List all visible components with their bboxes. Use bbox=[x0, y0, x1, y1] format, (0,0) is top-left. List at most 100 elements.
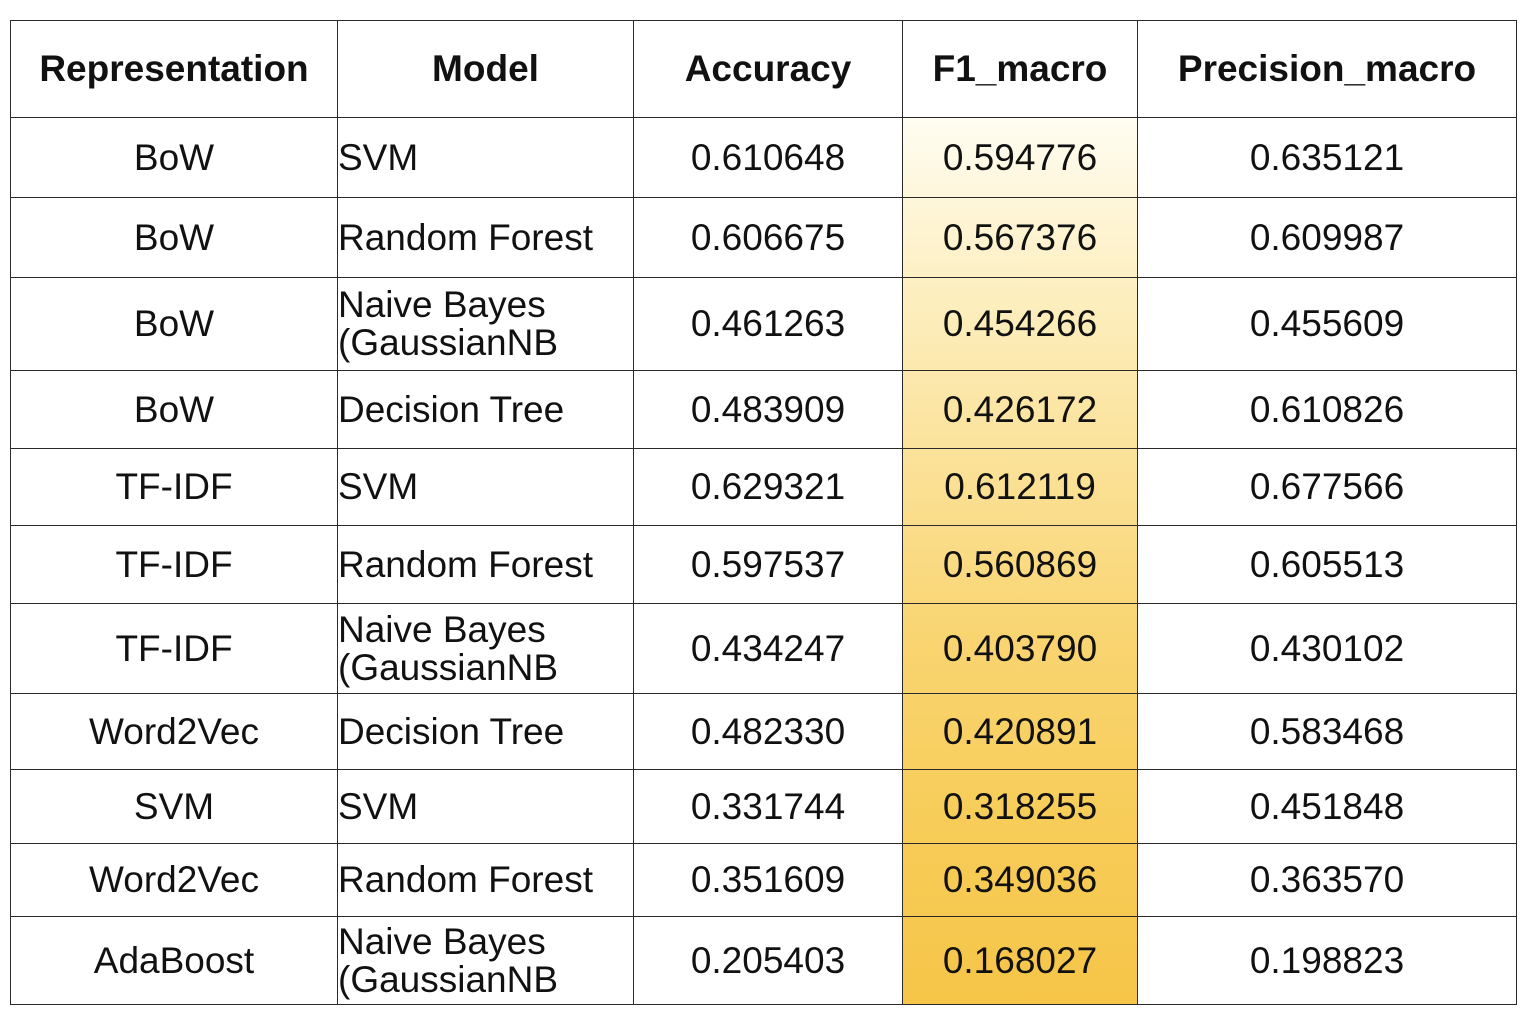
cell-representation-text: Word2Vec bbox=[88, 859, 260, 900]
cell-precision-macro-text: 0.610826 bbox=[1249, 388, 1405, 430]
cell-model: SVM bbox=[337, 448, 634, 526]
cell-representation: SVM bbox=[10, 769, 338, 844]
cell-representation: BoW bbox=[10, 277, 338, 371]
cell-precision-macro-text: 0.605513 bbox=[1249, 543, 1405, 585]
cell-model: Decision Tree bbox=[337, 370, 634, 449]
cell-f1-macro: 0.426172 bbox=[902, 370, 1138, 449]
cell-precision-macro-text: 0.635121 bbox=[1249, 136, 1405, 178]
cell-precision-macro: 0.455609 bbox=[1137, 277, 1517, 371]
cell-model: Naive Bayes (GaussianNB bbox=[337, 277, 634, 371]
cell-precision-macro-text: 0.609987 bbox=[1249, 216, 1405, 258]
cell-model-text: Random Forest bbox=[338, 216, 594, 258]
cell-representation-text: BoW bbox=[133, 216, 215, 258]
cell-model: Decision Tree bbox=[337, 693, 634, 770]
cell-representation-text: SVM bbox=[133, 785, 215, 827]
cell-accuracy-text: 0.610648 bbox=[690, 136, 846, 178]
cell-model: Naive Bayes (GaussianNB bbox=[337, 916, 634, 1005]
cell-model-text: SVM bbox=[338, 136, 419, 178]
cell-model-text: Random Forest bbox=[338, 859, 594, 900]
cell-f1-macro: 0.349036 bbox=[902, 843, 1138, 917]
cell-representation: BoW bbox=[10, 370, 338, 449]
cell-f1-macro-text: 0.318255 bbox=[942, 785, 1098, 827]
table-row: BoW Decision Tree 0.483909 0.426172 0.610826 bbox=[10, 370, 1517, 449]
cell-accuracy: 0.351609 bbox=[633, 843, 903, 917]
cell-f1-macro: 0.403790 bbox=[902, 603, 1138, 694]
cell-model-text: Decision Tree bbox=[338, 388, 565, 430]
cell-precision-macro-text: 0.583468 bbox=[1249, 710, 1405, 752]
cell-precision-macro: 0.605513 bbox=[1137, 525, 1517, 604]
cell-accuracy-text: 0.434247 bbox=[690, 627, 846, 669]
cell-model-text: Naive Bayes (GaussianNB bbox=[338, 284, 559, 363]
cell-f1-macro-text: 0.567376 bbox=[942, 216, 1098, 258]
cell-f1-macro: 0.612119 bbox=[902, 448, 1138, 526]
cell-accuracy: 0.606675 bbox=[633, 197, 903, 278]
cell-accuracy-text: 0.482330 bbox=[690, 710, 846, 752]
header-representation: Representation bbox=[10, 20, 338, 118]
cell-accuracy-text: 0.205403 bbox=[690, 939, 846, 981]
table-row: BoW Random Forest 0.606675 0.567376 0.609987 bbox=[10, 197, 1517, 278]
table-row: SVM SVM 0.331744 0.318255 0.451848 bbox=[10, 769, 1517, 844]
cell-accuracy-text: 0.331744 bbox=[690, 785, 846, 827]
table-row: Word2Vec Decision Tree 0.482330 0.420891 0.5… bbox=[10, 693, 1517, 770]
cell-precision-macro-text: 0.363570 bbox=[1249, 859, 1405, 900]
cell-f1-macro: 0.318255 bbox=[902, 769, 1138, 844]
cell-model-text: Decision Tree bbox=[338, 710, 565, 752]
table-row: TF-IDF SVM 0.629321 0.612119 0.677566 bbox=[10, 448, 1517, 526]
cell-f1-macro: 0.560869 bbox=[902, 525, 1138, 604]
cell-model: Random Forest bbox=[337, 843, 634, 917]
cell-model: SVM bbox=[337, 769, 634, 844]
header-row: Representation Model Accuracy F1_macro P… bbox=[10, 20, 1517, 118]
cell-model-text: Naive Bayes (GaussianNB bbox=[338, 608, 559, 688]
cell-representation: Word2Vec bbox=[10, 843, 338, 917]
cell-precision-macro-text: 0.198823 bbox=[1249, 939, 1405, 981]
cell-precision-macro: 0.363570 bbox=[1137, 843, 1517, 917]
cell-accuracy: 0.483909 bbox=[633, 370, 903, 449]
cell-accuracy: 0.629321 bbox=[633, 448, 903, 526]
cell-representation-text: TF-IDF bbox=[115, 627, 233, 669]
cell-representation-text: BoW bbox=[133, 388, 215, 430]
cell-precision-macro-text: 0.451848 bbox=[1249, 785, 1405, 827]
cell-representation-text: TF-IDF bbox=[115, 466, 233, 507]
cell-representation: TF-IDF bbox=[10, 603, 338, 694]
cell-representation-text: TF-IDF bbox=[115, 543, 233, 585]
cell-representation: BoW bbox=[10, 197, 338, 278]
cell-representation-text: AdaBoost bbox=[93, 939, 255, 981]
cell-f1-macro: 0.594776 bbox=[902, 117, 1138, 198]
cell-model: Random Forest bbox=[337, 197, 634, 278]
table-row: BoW SVM 0.610648 0.594776 0.635121 bbox=[10, 117, 1517, 198]
cell-accuracy: 0.610648 bbox=[633, 117, 903, 198]
cell-f1-macro: 0.420891 bbox=[902, 693, 1138, 770]
cell-accuracy: 0.597537 bbox=[633, 525, 903, 604]
cell-model: Naive Bayes (GaussianNB bbox=[337, 603, 634, 694]
cell-representation-text: BoW bbox=[133, 303, 215, 344]
cell-accuracy: 0.331744 bbox=[633, 769, 903, 844]
cell-precision-macro-text: 0.430102 bbox=[1249, 627, 1405, 669]
table-header: Representation Model Accuracy F1_macro P… bbox=[10, 20, 1517, 118]
cell-representation: Word2Vec bbox=[10, 693, 338, 770]
table-row: TF-IDF Random Forest 0.597537 0.560869 0.605… bbox=[10, 525, 1517, 604]
cell-f1-macro-text: 0.454266 bbox=[942, 303, 1098, 344]
cell-representation: AdaBoost bbox=[10, 916, 338, 1005]
table-row: TF-IDF Naive Bayes (GaussianNB 0.434247 0.4… bbox=[10, 603, 1517, 694]
table-body: BoW SVM 0.610648 0.594776 0.635121 BoW Random … bbox=[10, 117, 1517, 1005]
table-row: AdaBoost Naive Bayes (GaussianNB 0.205403 0… bbox=[10, 916, 1517, 1005]
cell-model-text: Naive Bayes (GaussianNB bbox=[338, 920, 559, 1000]
header-precision-macro: Precision_macro bbox=[1137, 20, 1517, 118]
cell-model-text: SVM bbox=[338, 785, 419, 827]
cell-precision-macro-text: 0.677566 bbox=[1249, 466, 1405, 507]
header-model: Model bbox=[337, 20, 634, 118]
cell-accuracy-text: 0.483909 bbox=[690, 388, 846, 430]
header-f1-macro: F1_macro bbox=[902, 20, 1138, 118]
header-accuracy: Accuracy bbox=[633, 20, 903, 118]
cell-f1-macro-text: 0.168027 bbox=[942, 939, 1098, 981]
cell-accuracy-text: 0.629321 bbox=[690, 466, 846, 507]
cell-representation-text: BoW bbox=[133, 136, 215, 178]
cell-model-text: Random Forest bbox=[338, 543, 594, 585]
cell-precision-macro: 0.583468 bbox=[1137, 693, 1517, 770]
cell-precision-macro: 0.635121 bbox=[1137, 117, 1517, 198]
cell-accuracy: 0.434247 bbox=[633, 603, 903, 694]
cell-accuracy-text: 0.461263 bbox=[690, 303, 846, 344]
cell-precision-macro: 0.198823 bbox=[1137, 916, 1517, 1005]
cell-precision-macro: 0.610826 bbox=[1137, 370, 1517, 449]
cell-accuracy: 0.205403 bbox=[633, 916, 903, 1005]
